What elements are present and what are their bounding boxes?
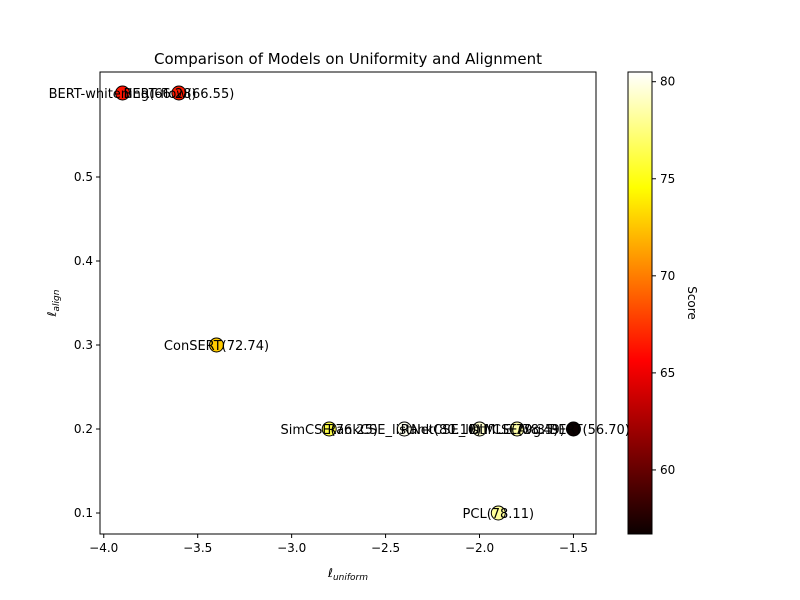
point-label: RankCSE_listMLE(79.35) [401,423,559,438]
x-axis: −4.0 −3.5 −3.0 −2.5 −2.0 −1.5 [89,534,588,555]
point-label: DiffCSE(78.49) [469,423,564,438]
point-label: BERT-whitening(66.28) [49,87,197,102]
x-tick-label: −1.5 [559,541,588,555]
x-tick-label: −3.0 [277,541,306,555]
colorbar-tick-label: 70 [660,269,675,283]
data-point [565,421,581,437]
colorbar [627,71,653,535]
colorbar-label: Score [685,286,699,320]
plot-frame [99,71,597,535]
data-point [321,421,337,437]
chart-title: Comparison of Models on Uniformity and A… [154,50,542,68]
y-axis-label: ℓalign [45,289,62,317]
point-label: Avg. BERT(56.70) [517,423,630,438]
data-point [490,505,506,521]
data-point [115,85,131,101]
point-label: PCL(78.11) [463,507,535,522]
point-label: RankCSE_listNet(80.10) [327,423,481,438]
colorbar-tick-label: 80 [660,75,675,89]
x-tick-label: −3.5 [183,541,212,555]
data-point [208,337,224,353]
points-layer [115,85,581,521]
x-axis-label: ℓuniform [327,566,368,583]
colorbar-tick-label: 60 [660,463,675,477]
data-point [509,421,525,437]
x-tick-label: −2.5 [371,541,400,555]
colorbar-ticks: 60 65 70 75 80 [652,75,675,477]
x-tick-label: −4.0 [89,541,118,555]
point-label: ConSERT(72.74) [164,339,269,354]
colorbar-tick-label: 75 [660,172,675,186]
data-point [171,85,187,101]
point-labels-layer: BERT-whitening(66.28)BERT-flow(66.55) Con… [49,87,630,522]
y-tick-label: 0.2 [74,422,93,436]
y-tick-label: 0.4 [74,254,93,268]
y-axis: 0.1 0.2 0.3 0.4 0.5 [74,170,100,520]
y-tick-label: 0.3 [74,338,93,352]
y-tick-label: 0.5 [74,170,93,184]
data-point [472,421,488,437]
data-point [396,421,412,437]
x-tick-label: −2.0 [465,541,494,555]
point-label: BERT-flow(66.55) [124,87,235,102]
y-tick-label: 0.1 [74,506,93,520]
colorbar-tick-label: 65 [660,366,675,380]
point-label: SimCSE(76.25) [280,423,377,438]
